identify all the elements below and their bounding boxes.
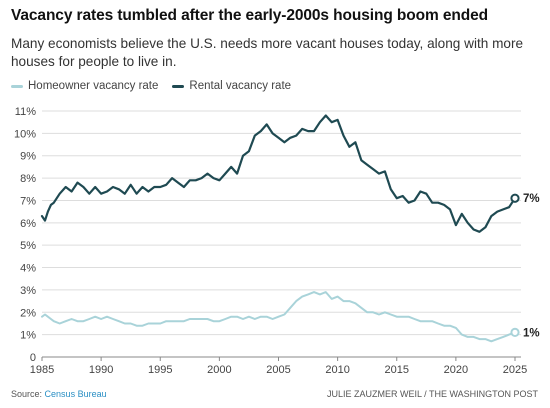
y-tick-label: 9% [20, 151, 36, 163]
y-tick-label: 8% [20, 173, 36, 185]
x-tick-label: 2010 [325, 364, 349, 376]
x-axis-ticks: 1985 1990 1995 2000 2005 2010 2015 2020 2025 [30, 357, 527, 376]
rental-end-label: 7% [523, 193, 540, 205]
homeowner-end-label: 1% [523, 327, 540, 339]
y-tick-label: 2% [20, 307, 36, 319]
x-tick-label: 2005 [266, 364, 290, 376]
y-tick-label: 7% [20, 195, 36, 207]
chart-subtitle: Many economists believe the U.S. needs m… [11, 36, 524, 69]
legend-label-homeowner: Homeowner vacancy rate [28, 80, 159, 92]
source-note: Source: Census Bureau [11, 389, 107, 399]
y-tick-label: 1% [20, 330, 36, 342]
legend: Homeowner vacancy rate Rental vacancy ra… [11, 80, 305, 92]
legend-item-rental: Rental vacancy rate [172, 80, 291, 92]
source-link[interactable]: Census Bureau [44, 389, 107, 399]
x-tick-label: 2000 [207, 364, 231, 376]
x-tick-label: 1995 [148, 364, 172, 376]
gridlines [42, 110, 521, 358]
x-tick-label: 2015 [385, 364, 409, 376]
y-tick-label: 5% [20, 240, 36, 252]
credit-line: JULIE ZAUZMER WEIL / THE WASHINGTON POST [326, 389, 538, 399]
source-label: Source: [11, 389, 43, 399]
x-tick-label: 1990 [89, 364, 113, 376]
end-markers: 1% 7% [510, 193, 540, 339]
rental-series-line [40, 114, 517, 233]
homeowner-end-marker [510, 327, 520, 337]
y-tick-label: 4% [20, 263, 36, 275]
chart-title: Vacancy rates tumbled after the early-20… [11, 7, 489, 24]
y-tick-label: 6% [20, 218, 36, 230]
series-lines [40, 114, 517, 343]
legend-swatch-homeowner [11, 84, 23, 88]
y-tick-label: 3% [20, 285, 36, 297]
x-tick-label: 2020 [444, 364, 468, 376]
legend-item-homeowner: Homeowner vacancy rate [11, 80, 158, 92]
x-tick-label: 2025 [503, 364, 527, 376]
y-tick-label: 10% [14, 128, 36, 140]
legend-label-rental: Rental vacancy rate [189, 80, 292, 92]
rental-end-marker [510, 193, 520, 203]
y-axis-ticks: 0 1% 2% 3% 4% 5% 6% 7% 8% 9% 10% 11% [14, 106, 36, 364]
legend-swatch-rental [172, 84, 185, 88]
x-tick-label: 1985 [30, 364, 54, 376]
homeowner-series-line [41, 291, 516, 343]
y-tick-label: 11% [15, 106, 36, 118]
y-tick-label: 0 [30, 352, 36, 364]
